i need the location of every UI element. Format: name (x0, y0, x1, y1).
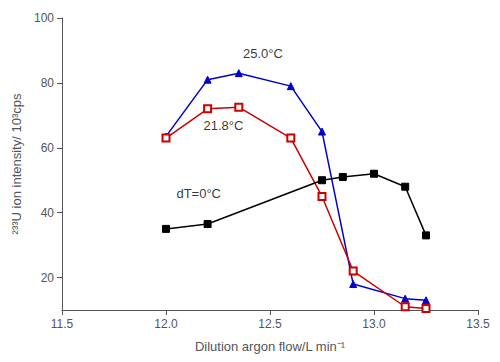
svg-text:²³³U ion intensity/ 10³cps: ²³³U ion intensity/ 10³cps (9, 93, 24, 234)
svg-text:21.8°C: 21.8°C (203, 118, 243, 133)
svg-text:13.0: 13.0 (362, 317, 386, 331)
svg-text:Dilution argon flow/L min⁻¹: Dilution argon flow/L min⁻¹ (195, 339, 346, 354)
svg-text:100: 100 (34, 11, 54, 25)
svg-text:25.0°C: 25.0°C (243, 46, 283, 61)
svg-text:13.5: 13.5 (466, 317, 490, 331)
svg-text:12.5: 12.5 (258, 317, 282, 331)
svg-text:60: 60 (41, 141, 55, 155)
svg-text:11.5: 11.5 (51, 317, 74, 331)
svg-text:12.0: 12.0 (154, 317, 178, 331)
svg-text:40: 40 (41, 206, 55, 220)
svg-text:20: 20 (41, 271, 55, 285)
svg-text:dT=0°C: dT=0°C (176, 186, 221, 201)
svg-text:80: 80 (41, 76, 55, 90)
